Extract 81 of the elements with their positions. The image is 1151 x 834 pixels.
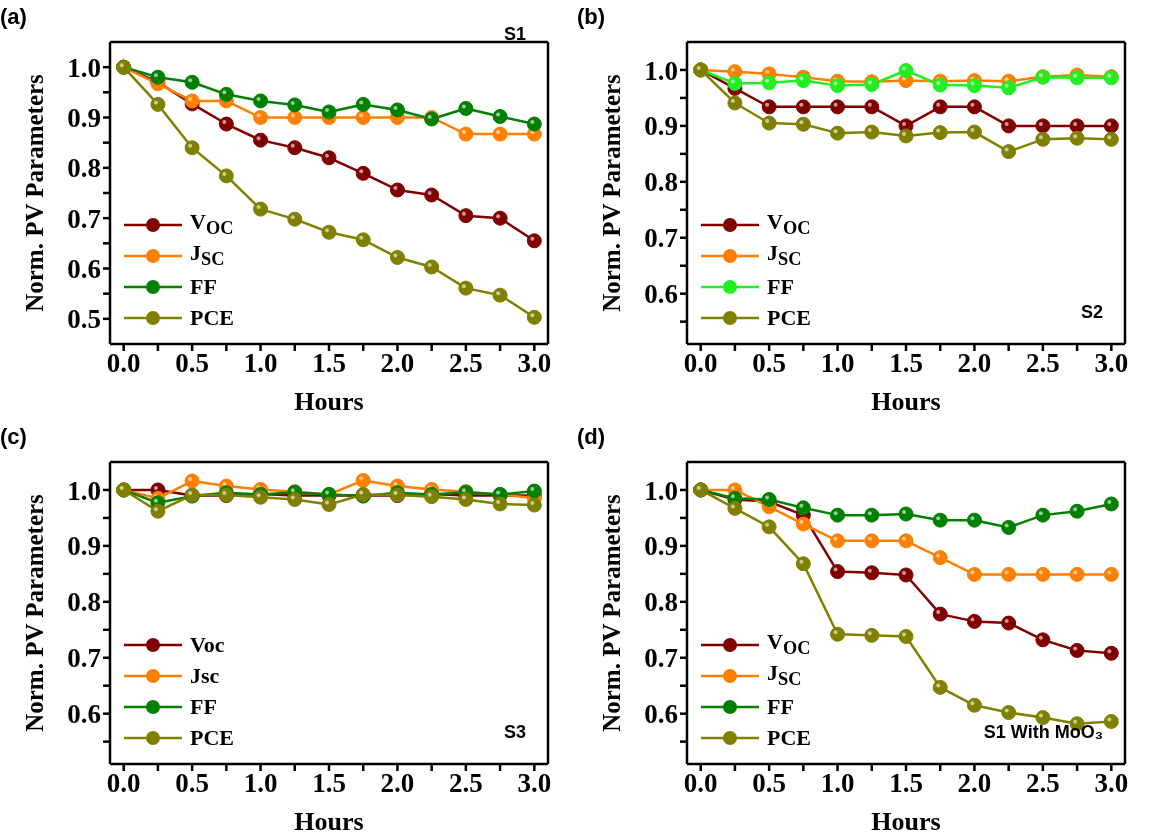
- y-axis-title: Norm. PV Parameters: [20, 73, 48, 312]
- legend-label: FF: [190, 273, 217, 300]
- legend-label: PCE: [190, 304, 234, 331]
- y-axis-title: Norm. PV Parameters: [597, 493, 625, 732]
- x-tick-label: 2.0: [380, 348, 415, 379]
- x-tick-label: 1.0: [820, 768, 855, 799]
- legend-label: FF: [767, 273, 794, 300]
- x-tick-label: 0.5: [175, 348, 209, 379]
- y-tick-label: 0.7: [644, 643, 678, 674]
- x-tick-label: 2.5: [1026, 348, 1060, 379]
- x-tick-label: 2.5: [1026, 768, 1060, 799]
- y-tick-label: 1.0: [644, 475, 678, 506]
- y-tick-label: 0.7: [67, 643, 101, 674]
- y-tick-label: 0.9: [67, 103, 101, 134]
- x-tick-label: 2.5: [449, 348, 483, 379]
- y-tick-label: 0.5: [67, 304, 101, 335]
- legend-label: Voc: [190, 631, 225, 658]
- chart-title: (c): [0, 424, 27, 450]
- x-tick-label: 1.5: [312, 348, 346, 379]
- x-tick-label: 0.0: [683, 768, 718, 799]
- legend-label: J$_{SC}$: [767, 660, 802, 691]
- chart-title: (d): [577, 424, 606, 450]
- legend-label: FF: [767, 693, 794, 720]
- y-axis-title: Norm. PV Parameters: [20, 493, 48, 732]
- x-axis-title: Hours: [294, 807, 364, 834]
- x-tick-label: 0.0: [106, 348, 141, 379]
- chart-title: (a): [0, 4, 27, 30]
- x-axis-title: Hours: [294, 387, 364, 416]
- y-tick-label: 0.6: [67, 254, 101, 285]
- y-tick-label: 1.0: [67, 52, 101, 83]
- x-tick-label: 0.5: [752, 348, 786, 379]
- annotation: S3: [503, 722, 526, 743]
- y-tick-label: 0.7: [67, 203, 101, 234]
- y-tick-label: 0.6: [67, 699, 101, 730]
- x-tick-label: 2.0: [957, 768, 992, 799]
- x-tick-label: 0.5: [175, 768, 209, 799]
- y-tick-label: 0.9: [644, 111, 678, 142]
- x-tick-label: 3.0: [517, 348, 552, 379]
- y-tick-label: 0.6: [644, 699, 678, 730]
- y-tick-label: 0.9: [67, 531, 101, 562]
- y-tick-label: 1.0: [644, 55, 678, 86]
- x-tick-label: 1.0: [243, 348, 278, 379]
- legend-label: FF: [190, 693, 217, 720]
- y-axis-title: Norm. PV Parameters: [597, 73, 625, 312]
- legend-label: V$_{OC}$: [190, 209, 234, 240]
- legend-label: PCE: [767, 724, 811, 751]
- legend-label: V$_{OC}$: [767, 629, 811, 660]
- y-tick-label: 0.8: [67, 587, 101, 618]
- legend-label: Jsc: [190, 662, 220, 689]
- x-axis-title: Hours: [871, 387, 941, 416]
- x-tick-label: 2.0: [380, 768, 415, 799]
- legend-label: PCE: [767, 304, 811, 331]
- x-tick-label: 0.0: [106, 768, 141, 799]
- x-tick-label: 0.5: [752, 768, 786, 799]
- y-tick-label: 0.8: [644, 587, 678, 618]
- x-tick-label: 3.0: [517, 768, 552, 799]
- x-tick-label: 0.0: [683, 348, 718, 379]
- y-tick-label: 0.7: [644, 223, 678, 254]
- annotation: S1 With MoO₃: [983, 722, 1103, 743]
- y-tick-label: 0.8: [67, 153, 101, 184]
- y-tick-label: 0.6: [644, 279, 678, 310]
- y-tick-label: 0.9: [644, 531, 678, 562]
- x-tick-label: 1.0: [243, 768, 278, 799]
- chart-title: (b): [577, 4, 606, 30]
- legend-label: J$_{SC}$: [767, 240, 802, 271]
- y-tick-label: 0.8: [644, 167, 678, 198]
- x-tick-label: 3.0: [1094, 348, 1129, 379]
- x-tick-label: 1.0: [820, 348, 855, 379]
- annotation: S2: [1080, 302, 1103, 323]
- annotation: S1: [503, 24, 526, 45]
- legend-label: V$_{OC}$: [767, 209, 811, 240]
- x-axis-title: Hours: [871, 807, 941, 834]
- x-tick-label: 1.5: [889, 348, 923, 379]
- x-tick-label: 1.5: [312, 768, 346, 799]
- y-tick-label: 1.0: [67, 475, 101, 506]
- x-tick-label: 2.0: [957, 348, 992, 379]
- legend-label: J$_{SC}$: [190, 240, 225, 271]
- x-tick-label: 2.5: [449, 768, 483, 799]
- x-tick-label: 1.5: [889, 768, 923, 799]
- legend-label: PCE: [190, 724, 234, 751]
- x-tick-label: 3.0: [1094, 768, 1129, 799]
